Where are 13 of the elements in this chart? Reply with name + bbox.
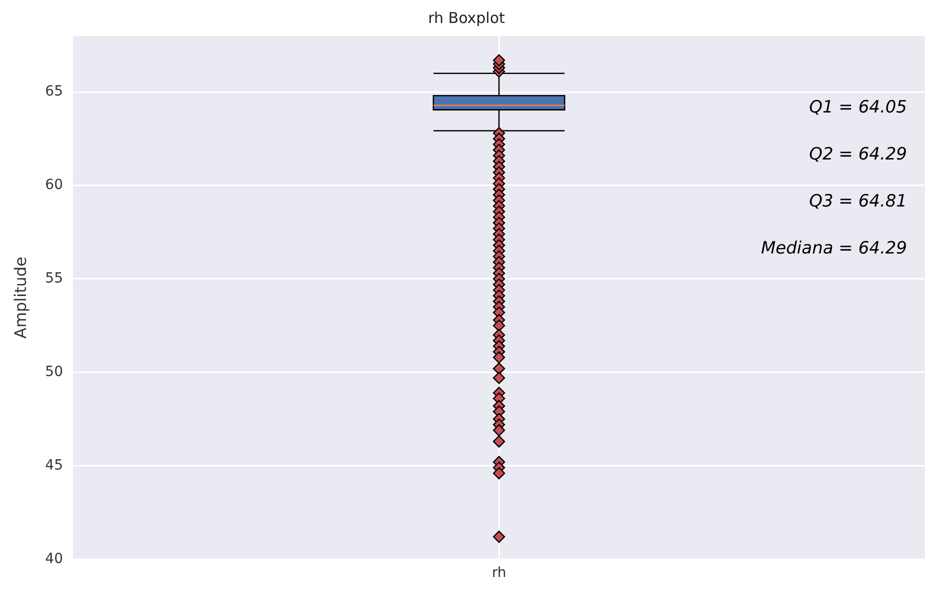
- x-tick-label: rh: [492, 565, 506, 582]
- annotation: Q2 = 64.29: [809, 144, 907, 164]
- y-axis-title: Amplitude: [10, 256, 30, 339]
- y-tick-label: 50: [45, 364, 64, 380]
- chart-title: rh Boxplot: [428, 8, 506, 27]
- annotation: Mediana = 64.29: [761, 238, 907, 258]
- y-tick-label: 55: [45, 270, 64, 287]
- y-tick-label: 65: [45, 84, 64, 100]
- y-tick-label: 60: [45, 177, 64, 194]
- annotation: Q3 = 64.81: [809, 191, 907, 212]
- y-tick-label: 40: [45, 550, 64, 567]
- annotation: Q1 = 64.05: [809, 97, 907, 118]
- y-tick-label: 45: [45, 457, 64, 474]
